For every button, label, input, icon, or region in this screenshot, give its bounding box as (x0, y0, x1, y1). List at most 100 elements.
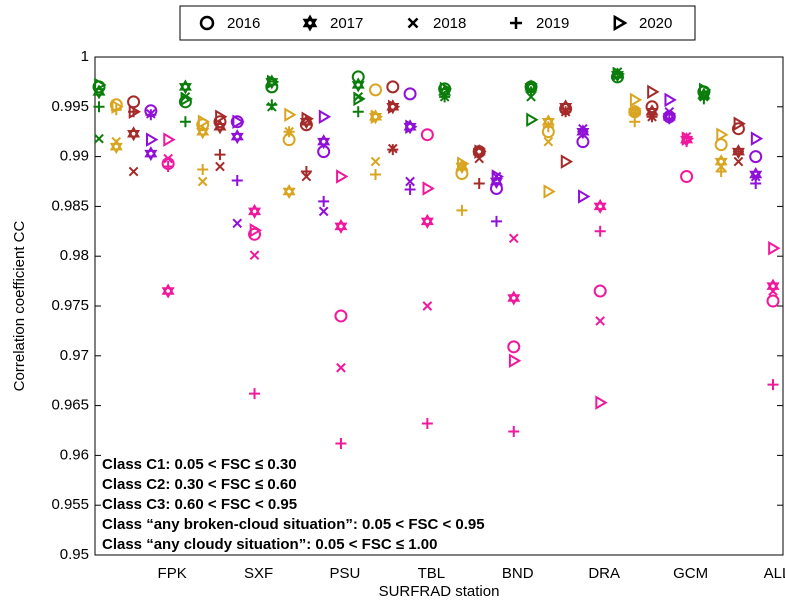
marker (301, 111, 314, 127)
x-tick-label: BND (502, 565, 534, 582)
marker (593, 284, 607, 298)
marker (508, 233, 519, 244)
class-label: Class C2: 0.30 < FSC ≤ 0.60 (102, 476, 297, 493)
marker (662, 110, 676, 124)
y-tick-label: 0.98 (60, 247, 89, 264)
marker (457, 156, 470, 171)
y-tick-label: 0.99 (60, 148, 89, 165)
marker (578, 189, 591, 204)
legend-label: 2020 (639, 15, 672, 32)
y-tick-label: 0.975 (51, 297, 89, 314)
legend-marker (407, 17, 419, 29)
marker (595, 316, 606, 326)
marker (318, 109, 332, 125)
marker (197, 114, 211, 129)
marker (370, 156, 381, 167)
marker (214, 149, 226, 161)
marker (474, 144, 487, 159)
marker (612, 66, 625, 82)
marker (663, 113, 675, 125)
marker (767, 379, 779, 391)
marker (249, 388, 261, 400)
marker (680, 170, 694, 183)
marker (300, 166, 312, 178)
marker (403, 87, 417, 101)
marker (508, 353, 522, 369)
marker (560, 106, 572, 118)
marker (248, 203, 262, 219)
marker (664, 92, 677, 108)
marker (768, 240, 781, 256)
marker (405, 176, 415, 187)
x-tick-label: TBL (418, 565, 446, 582)
y-tick-label: 0.995 (51, 98, 89, 115)
marker (750, 171, 761, 182)
marker (335, 437, 347, 449)
marker (179, 116, 191, 128)
marker (318, 206, 329, 217)
marker (336, 169, 349, 184)
marker (386, 80, 400, 94)
marker (352, 106, 364, 118)
legend-label: 2018 (433, 15, 466, 32)
marker (526, 112, 539, 127)
marker (766, 294, 780, 308)
marker (369, 83, 383, 97)
marker (266, 74, 280, 90)
marker (145, 132, 159, 147)
y-tick-label: 0.96 (60, 446, 89, 463)
marker (196, 124, 210, 140)
marker (197, 164, 209, 176)
marker (629, 106, 640, 117)
marker (230, 129, 244, 145)
marker (161, 157, 175, 170)
marker (699, 82, 712, 98)
marker (750, 131, 764, 146)
marker (508, 425, 520, 437)
marker (542, 121, 554, 133)
marker (715, 166, 727, 178)
marker (353, 91, 366, 107)
marker (336, 362, 346, 373)
marker (681, 131, 695, 146)
marker (215, 161, 225, 172)
x-axis-label: SURFRAD station (379, 583, 500, 600)
marker (439, 81, 453, 97)
marker (768, 286, 778, 296)
marker (317, 134, 331, 150)
y-tick-label: 0.95 (60, 546, 89, 563)
marker (490, 215, 502, 227)
marker (473, 177, 485, 189)
marker (577, 126, 589, 138)
class-label: Class C1: 0.05 < FSC ≤ 0.30 (102, 456, 297, 473)
marker (507, 340, 521, 354)
marker (405, 119, 418, 134)
legend-marker (613, 14, 628, 32)
x-tick-label: PSU (330, 565, 361, 582)
marker (249, 250, 260, 261)
marker (231, 175, 243, 187)
marker (180, 91, 193, 107)
marker (507, 290, 521, 306)
marker (732, 146, 744, 158)
y-tick-label: 1 (81, 48, 89, 65)
marker (543, 136, 554, 147)
marker (387, 144, 399, 156)
marker (733, 156, 744, 167)
y-tick-label: 0.955 (51, 496, 89, 513)
marker (283, 126, 295, 138)
x-tick-label: SXF (244, 565, 273, 582)
marker (163, 153, 173, 164)
marker (334, 309, 348, 323)
marker (370, 169, 382, 181)
marker (421, 418, 433, 430)
class-label: Class C3: 0.60 < FSC < 0.95 (102, 496, 297, 513)
marker (334, 218, 348, 234)
class-label: Class “any cloudy situation”: 0.05 < FSC… (102, 536, 437, 553)
y-tick-label: 0.97 (60, 347, 89, 364)
marker (750, 177, 762, 189)
marker (318, 195, 330, 207)
marker (404, 183, 416, 195)
marker (213, 119, 227, 135)
